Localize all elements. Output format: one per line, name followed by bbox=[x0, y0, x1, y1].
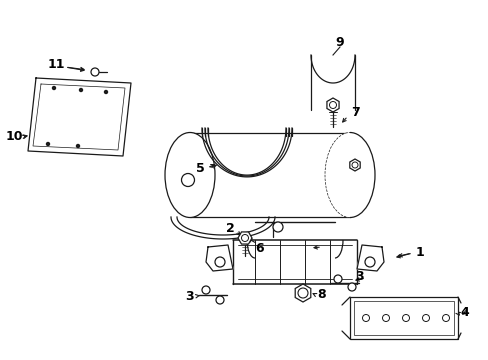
Circle shape bbox=[272, 222, 283, 232]
Circle shape bbox=[216, 296, 224, 304]
Bar bbox=[349, 297, 457, 339]
Circle shape bbox=[333, 275, 341, 283]
Circle shape bbox=[364, 257, 374, 267]
Text: 3: 3 bbox=[185, 289, 194, 302]
Circle shape bbox=[442, 315, 448, 321]
Circle shape bbox=[91, 68, 99, 76]
Circle shape bbox=[76, 144, 80, 148]
Bar bbox=[190, 133, 349, 218]
Polygon shape bbox=[356, 245, 383, 271]
Text: 8: 8 bbox=[317, 288, 325, 301]
Text: 10: 10 bbox=[5, 130, 23, 144]
Text: 9: 9 bbox=[335, 36, 344, 49]
Circle shape bbox=[202, 286, 209, 294]
Circle shape bbox=[382, 315, 389, 321]
Polygon shape bbox=[28, 78, 131, 156]
Circle shape bbox=[52, 86, 55, 90]
Circle shape bbox=[351, 162, 357, 168]
Circle shape bbox=[329, 102, 336, 108]
Circle shape bbox=[104, 90, 107, 94]
Text: 7: 7 bbox=[351, 107, 360, 120]
Circle shape bbox=[241, 234, 248, 242]
Circle shape bbox=[215, 257, 224, 267]
Text: 6: 6 bbox=[255, 242, 264, 255]
Text: 5: 5 bbox=[195, 162, 204, 175]
Ellipse shape bbox=[325, 132, 374, 217]
Bar bbox=[353, 301, 453, 335]
Text: 2: 2 bbox=[225, 221, 234, 234]
Circle shape bbox=[402, 315, 408, 321]
Text: 11: 11 bbox=[47, 58, 64, 72]
Circle shape bbox=[297, 288, 307, 298]
Circle shape bbox=[362, 315, 369, 321]
Ellipse shape bbox=[181, 174, 194, 186]
Text: 3: 3 bbox=[355, 270, 364, 283]
Polygon shape bbox=[205, 245, 232, 271]
Text: 1: 1 bbox=[415, 247, 424, 260]
Ellipse shape bbox=[164, 132, 215, 217]
Circle shape bbox=[422, 315, 428, 321]
Circle shape bbox=[46, 143, 49, 145]
Circle shape bbox=[80, 89, 82, 91]
Text: 4: 4 bbox=[460, 306, 468, 319]
Circle shape bbox=[347, 283, 355, 291]
